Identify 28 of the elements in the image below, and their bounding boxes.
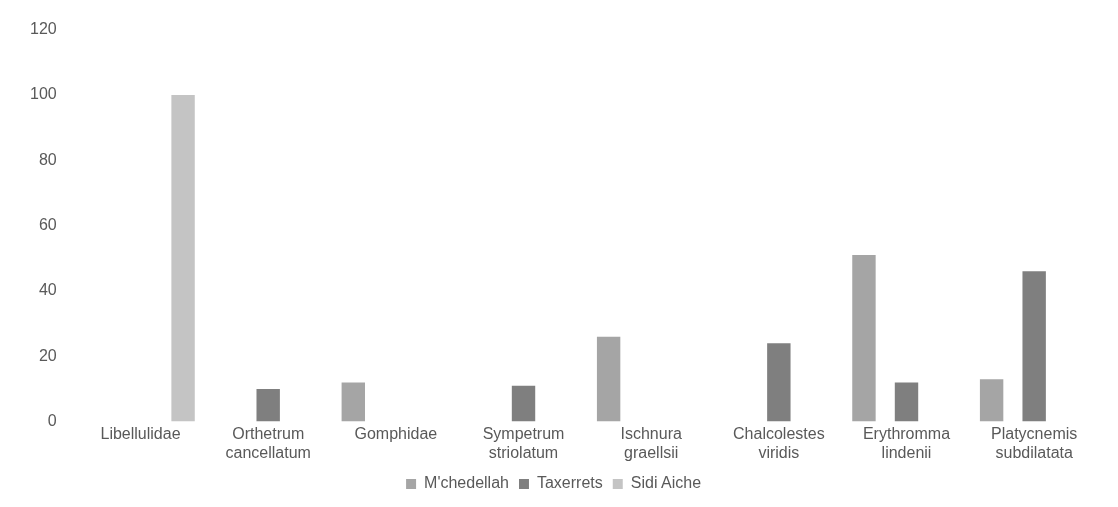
legend-label: M'chedellah bbox=[424, 474, 509, 492]
bar bbox=[894, 382, 919, 422]
x-tick-label: Libellulidae bbox=[100, 424, 181, 442]
y-tick-label: 20 bbox=[38, 346, 57, 364]
x-tick-label: Erythromma lindenii bbox=[862, 424, 951, 461]
y-tick-label: 40 bbox=[38, 281, 57, 299]
bar bbox=[1022, 271, 1046, 422]
bar bbox=[511, 385, 536, 422]
bar bbox=[852, 255, 876, 422]
x-tick-label: Platycnemis subdilatata bbox=[991, 424, 1078, 461]
bar bbox=[171, 94, 195, 422]
bar bbox=[979, 379, 1004, 422]
legend-label: Taxerrets bbox=[536, 474, 603, 492]
legend-label: Sidi Aiche bbox=[630, 474, 702, 492]
y-tick-label: 0 bbox=[47, 412, 57, 430]
y-tick-label: 80 bbox=[38, 150, 57, 168]
y-tick-label: 60 bbox=[38, 216, 57, 234]
y-tick-label: 120 bbox=[29, 20, 57, 38]
bar bbox=[596, 336, 621, 422]
bar bbox=[767, 343, 791, 422]
x-tick-label: Sympetrum striolatum bbox=[482, 424, 565, 461]
bar bbox=[256, 388, 280, 422]
bar bbox=[341, 382, 365, 422]
x-tick-label: Ischnura graellsii bbox=[620, 424, 682, 461]
y-tick-label: 100 bbox=[29, 85, 57, 103]
x-tick-label: Gomphidae bbox=[354, 424, 438, 442]
x-tick-label: Chalcolestes viridis bbox=[733, 424, 825, 461]
x-tick-label: Orthetrum cancellatum bbox=[225, 424, 311, 461]
